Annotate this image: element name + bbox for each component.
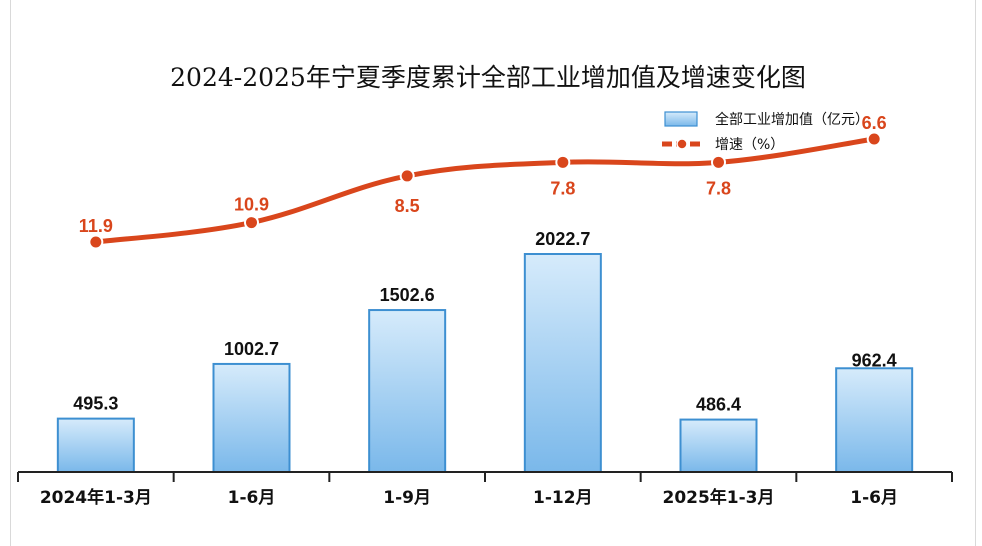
x-tick-label: 1-9月: [383, 488, 431, 508]
growth-value-label: 8.5: [395, 196, 420, 216]
growth-point-3: [399, 168, 415, 184]
legend-bar-label: 全部工业增加值（亿元）: [715, 111, 869, 128]
bar-4: [523, 253, 602, 473]
data-labels-layer: 495.3 1002.7 1502.6 2022.7 486.4 962.4 11.9 10.…: [73, 113, 896, 415]
legend-line-marker: [676, 138, 688, 150]
left-edge-line: [10, 0, 11, 546]
growth-point-1: [88, 234, 104, 250]
growth-value-label: 11.9: [79, 216, 113, 236]
growth-point-6: [866, 131, 882, 147]
bar-value-label: 2022.7: [535, 229, 590, 249]
x-tick-label: 2024年1-3月: [40, 487, 152, 508]
bar-6: [835, 367, 914, 473]
bar-value-label: 486.4: [696, 395, 741, 415]
bar-3: [368, 309, 447, 474]
growth-value-label: 6.6: [862, 113, 887, 133]
x-tick-label: 1-12月: [533, 488, 593, 508]
chart-title: 2024-2025年宁夏季度累计全部工业增加值及增速变化图: [170, 63, 806, 92]
bars-layer: [56, 253, 914, 474]
right-edge-line: [975, 0, 976, 546]
bar-value-label: 1002.7: [224, 339, 279, 359]
legend: 全部工业增加值（亿元） 增速（%）: [662, 111, 869, 153]
growth-value-label: 10.9: [234, 195, 269, 215]
growth-line-layer: [88, 131, 882, 250]
growth-point-2: [244, 215, 259, 231]
bar-value-label: 1502.6: [380, 285, 435, 305]
growth-point-4: [555, 154, 571, 170]
legend-bar-swatch: [664, 111, 698, 127]
growth-line: [95, 136, 875, 245]
bar-2: [212, 362, 291, 474]
bar-1: [56, 417, 135, 474]
legend-line-label: 增速（%）: [715, 137, 784, 153]
bar-5: [679, 418, 758, 473]
x-axis-ticks: 2024年1-3月 1-6月 1-9月 1-12月 2025年1-3月 1-6月: [17, 472, 953, 508]
x-tick-label: 1-6月: [228, 488, 276, 508]
growth-value-label: 7.8: [550, 178, 575, 198]
bar-value-label: 495.3: [73, 394, 118, 414]
x-tick-label: 1-6月: [850, 488, 898, 508]
growth-point-5: [711, 154, 726, 170]
bar-value-label: 962.4: [852, 350, 897, 370]
growth-value-label: 7.8: [706, 178, 731, 198]
x-tick-label: 2025年1-3月: [662, 487, 774, 508]
